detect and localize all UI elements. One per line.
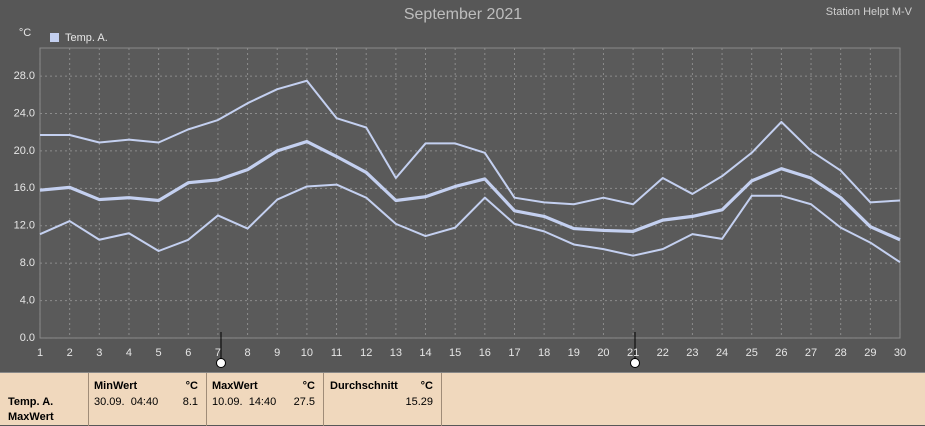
marker (630, 358, 640, 368)
stat-title: MinWert (94, 380, 138, 392)
station-label: Station Helpt M-V (826, 6, 913, 18)
x-tick-label: 11 (331, 347, 342, 359)
y-tick-label: 4.0 (20, 294, 35, 306)
x-tick-label: 15 (449, 347, 461, 359)
x-tick-label: 4 (126, 347, 132, 359)
row-label: Temp. A. (8, 396, 54, 408)
stat-unit: °C (185, 380, 198, 392)
stat-value: 27.5 (293, 396, 315, 408)
x-tick-label: 2 (67, 347, 73, 359)
x-tick-label: 9 (274, 347, 280, 359)
x-tick-label: 1 (37, 347, 43, 359)
x-tick-label: 30 (894, 347, 906, 359)
x-tick-label: 26 (775, 347, 787, 359)
stats-panel: Temp. A. MaxWert MinWert °C 30.09. 04:40… (0, 372, 925, 426)
x-tick-label: 27 (805, 347, 817, 359)
x-tick-label: 29 (864, 347, 876, 359)
stat-title: Durchschnitt (330, 380, 398, 392)
legend-swatch (50, 33, 59, 42)
x-tick-label: 10 (301, 347, 313, 359)
legend-label: Temp. A. (65, 32, 108, 44)
row-header: Temp. A. MaxWert (0, 373, 89, 426)
stat-value: 8.1 (182, 396, 198, 408)
chart: September 2021 Station Helpt M-V °C Temp… (14, 6, 913, 368)
x-tick-label: 20 (597, 347, 609, 359)
x-tick-label: 23 (686, 347, 698, 359)
line-min (39, 183, 901, 264)
plot-area (39, 47, 901, 339)
stat-column: Durchschnitt °C 15.29 (324, 373, 442, 426)
y-tick-label: 20.0 (14, 145, 35, 157)
x-tick-label: 19 (568, 347, 580, 359)
x-tick-label: 21 (627, 347, 639, 359)
x-tick-label: 7 (215, 347, 221, 359)
stat-column: MaxWert °C 10.09. 14:40 27.5 (207, 373, 324, 426)
x-tick-label: 24 (716, 347, 728, 359)
stat-value: 15.29 (405, 396, 433, 408)
chart-title: September 2021 (404, 6, 522, 23)
x-tick-label: 12 (360, 347, 372, 359)
line-max (40, 79, 901, 206)
x-tick-label: 3 (96, 347, 102, 359)
line-mean (39, 139, 901, 242)
y-tick-label: 0.0 (20, 332, 35, 344)
x-tick-label: 8 (245, 347, 251, 359)
y-tick-label: 8.0 (20, 257, 35, 269)
y-tick-label: 12.0 (14, 220, 35, 232)
stat-time: 30.09. 04:40 (94, 396, 159, 408)
stat-column: MinWert °C 30.09. 04:40 8.1 (89, 373, 207, 426)
stat-unit: °C (420, 380, 433, 392)
x-tick-label: 28 (835, 347, 847, 359)
marker (216, 358, 226, 368)
x-tick-label: 25 (746, 347, 758, 359)
y-tick-label: 16.0 (14, 182, 35, 194)
stat-unit: °C (302, 380, 315, 392)
stat-time: 10.09. 14:40 (212, 396, 277, 408)
x-tick-label: 13 (390, 347, 402, 359)
x-tick-label: 22 (657, 347, 669, 359)
x-tick-label: 5 (156, 347, 162, 359)
stat-title: MaxWert (212, 380, 258, 392)
y-tick-label: 28.0 (14, 70, 35, 82)
x-tick-label: 6 (185, 347, 191, 359)
row-label: MaxWert (8, 411, 54, 423)
y-unit: °C (19, 27, 31, 39)
x-tick-label: 16 (479, 347, 491, 359)
y-tick-label: 24.0 (14, 107, 35, 119)
x-tick-label: 14 (419, 347, 431, 359)
x-tick-label: 17 (508, 347, 520, 359)
x-tick-label: 18 (538, 347, 550, 359)
